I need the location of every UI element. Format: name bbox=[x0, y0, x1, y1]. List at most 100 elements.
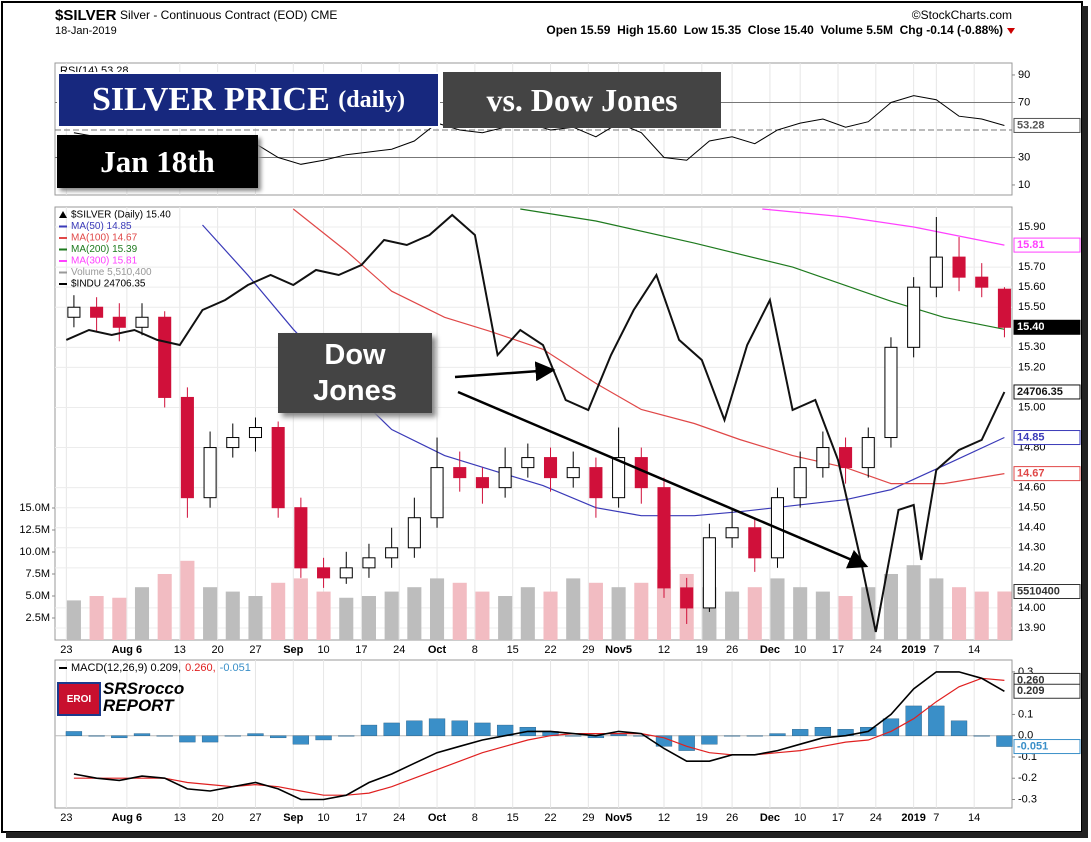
down-icon bbox=[1007, 28, 1015, 34]
y-tick-label: 14.40 bbox=[1018, 522, 1046, 534]
candle-body bbox=[861, 437, 875, 469]
volume-bar bbox=[293, 578, 308, 640]
histogram-bar bbox=[792, 729, 809, 736]
legend-label: Volume 5,510,400 bbox=[71, 267, 152, 278]
x-tick-label: Nov5 bbox=[605, 812, 632, 824]
value-tag-label: 24706.35 bbox=[1017, 386, 1063, 398]
x-tick-label: 10 bbox=[794, 644, 806, 656]
x-tick-label: 19 bbox=[696, 812, 708, 824]
x-tick-label: 7 bbox=[933, 644, 939, 656]
panel bbox=[54, 206, 1013, 641]
x-tick-label: Dec bbox=[760, 644, 780, 656]
value-tag-label: 53.28 bbox=[1017, 119, 1045, 131]
histogram-bar bbox=[111, 735, 128, 739]
x-tick-label: 19 bbox=[696, 644, 708, 656]
histogram-bar bbox=[383, 722, 400, 736]
y-tick-label: 5.0M bbox=[26, 590, 50, 602]
callout: Dow Jones bbox=[278, 333, 432, 413]
histogram-bar bbox=[315, 735, 332, 741]
volume-bar bbox=[339, 597, 354, 640]
value-tag bbox=[1013, 117, 1081, 133]
histogram-bar bbox=[950, 720, 968, 736]
candle-body bbox=[770, 497, 785, 559]
histogram-bar bbox=[360, 724, 378, 736]
y-tick-label: 14.20 bbox=[1018, 562, 1046, 574]
legend-label: $INDU 24706.35 bbox=[71, 279, 146, 290]
x-tick-label: 23 bbox=[60, 812, 72, 824]
y-tick-label: 2.5M bbox=[26, 612, 50, 624]
x-tick-label: 17 bbox=[832, 644, 844, 656]
x-tick-label: 29 bbox=[582, 812, 594, 824]
histogram-bar bbox=[406, 720, 423, 736]
histogram-bar bbox=[428, 718, 446, 736]
candle-body bbox=[317, 567, 331, 579]
moving-average bbox=[520, 208, 1005, 330]
legend-icon bbox=[59, 211, 67, 218]
logo-sub: REPORT bbox=[103, 696, 174, 715]
description: Silver - Continuous Contract (EOD) CME bbox=[120, 8, 337, 22]
legend-label: -0.051 bbox=[220, 662, 251, 674]
histogram-bar bbox=[179, 735, 196, 743]
candle-body bbox=[975, 276, 989, 288]
volume-bar bbox=[112, 597, 127, 640]
volume-bar bbox=[611, 587, 626, 640]
volume-bar bbox=[430, 578, 445, 640]
candle-body bbox=[248, 427, 263, 439]
candle-body bbox=[385, 547, 399, 559]
value-tag-label: 14.85 bbox=[1017, 431, 1045, 443]
x-tick-label: 14 bbox=[968, 812, 980, 824]
candle-body bbox=[158, 316, 172, 398]
candle-body bbox=[748, 527, 762, 559]
value-tag bbox=[1013, 683, 1081, 699]
volume-bar bbox=[361, 595, 376, 640]
candle-body bbox=[339, 567, 353, 579]
x-tick-label: 24 bbox=[393, 812, 405, 824]
x-tick-label: 26 bbox=[726, 644, 738, 656]
signal-line bbox=[73, 677, 1005, 796]
y-tick-label: 10 bbox=[1018, 179, 1030, 191]
y-tick-label: 12.5M bbox=[19, 524, 50, 536]
y-tick-label: 15.20 bbox=[1018, 361, 1046, 373]
value-tag bbox=[1013, 584, 1081, 600]
histogram-bar bbox=[746, 735, 763, 737]
volume-bar bbox=[770, 578, 785, 640]
legend-label: MA(200) 15.39 bbox=[71, 244, 138, 255]
candle-body bbox=[112, 316, 126, 328]
legend-label: MA(50) 14.85 bbox=[71, 221, 132, 232]
candle-body bbox=[294, 507, 308, 569]
candle-body bbox=[475, 477, 489, 489]
x-tick-label: 14 bbox=[968, 644, 980, 656]
value-tag bbox=[1013, 466, 1081, 482]
x-tick-label: 10 bbox=[794, 812, 806, 824]
x-tick-label: 15 bbox=[507, 812, 519, 824]
volume-bar bbox=[248, 595, 263, 640]
volume-bar bbox=[498, 595, 513, 640]
candle-body bbox=[453, 467, 467, 479]
x-tick-label: 10 bbox=[317, 644, 329, 656]
y-tick-label: 14.50 bbox=[1018, 502, 1046, 514]
candle-body bbox=[135, 316, 149, 328]
candle-body bbox=[816, 447, 830, 469]
volume-bar bbox=[952, 587, 967, 640]
legend-label: $SILVER (Daily) 15.40 bbox=[71, 210, 171, 221]
credit: ©StockCharts.com bbox=[912, 8, 1012, 22]
volume-bar bbox=[588, 582, 603, 640]
histogram-bar bbox=[451, 720, 468, 736]
y-tick-label: 15.60 bbox=[1018, 281, 1046, 293]
symbol: $SILVER bbox=[55, 7, 117, 24]
x-tick-label: 24 bbox=[870, 812, 882, 824]
value-tag-label: 14.67 bbox=[1017, 468, 1045, 480]
y-tick-label: 10.0M bbox=[19, 546, 50, 558]
x-tick-label: 20 bbox=[212, 644, 224, 656]
x-tick-label: 2019 bbox=[901, 644, 925, 656]
candle-body bbox=[566, 467, 580, 479]
y-tick-label: 70 bbox=[1018, 96, 1030, 108]
volume-bar bbox=[89, 595, 104, 640]
histogram-bar bbox=[270, 735, 287, 739]
candle-body bbox=[929, 256, 943, 288]
date: 18-Jan-2019 bbox=[55, 25, 117, 37]
macd-line bbox=[73, 671, 1005, 801]
histogram-bar bbox=[633, 735, 650, 737]
histogram-bar bbox=[905, 705, 922, 736]
histogram-bar bbox=[133, 733, 151, 736]
